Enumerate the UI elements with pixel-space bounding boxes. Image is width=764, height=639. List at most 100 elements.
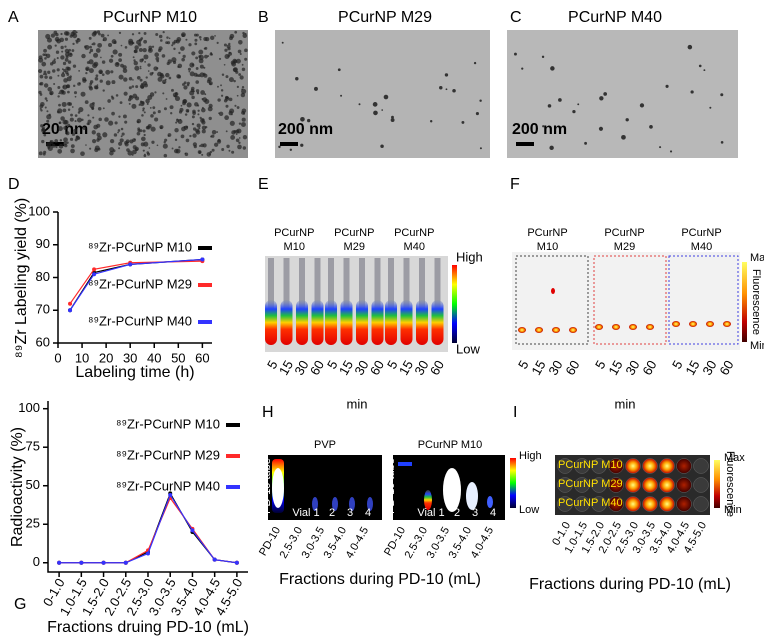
scale-bar: [46, 142, 64, 146]
particle: [373, 110, 378, 116]
particle: [176, 118, 180, 123]
point: [79, 560, 84, 565]
particle: [160, 39, 163, 42]
lane-signal: [325, 300, 337, 345]
particle: [145, 76, 148, 79]
particle: [164, 78, 167, 81]
well: [642, 458, 658, 474]
particle: [78, 107, 84, 113]
particle: [206, 79, 211, 84]
particle: [67, 90, 70, 94]
particle: [47, 70, 51, 74]
particle: [202, 143, 207, 148]
particle: [188, 43, 192, 47]
particle: [154, 91, 157, 94]
particle: [659, 146, 662, 149]
particle: [211, 129, 217, 135]
particle: [236, 106, 240, 109]
particle: [390, 118, 395, 123]
particle: [164, 138, 168, 142]
point: [234, 560, 239, 565]
lane-streak: [283, 258, 290, 328]
well: [557, 496, 573, 512]
vial-signal: [424, 490, 432, 510]
particle: [191, 122, 195, 126]
particle: [185, 108, 190, 113]
particle: [105, 80, 111, 86]
particle: [228, 97, 233, 102]
y-tick-label: 100: [18, 400, 40, 415]
x-tick-label: 60: [367, 358, 387, 378]
particle: [185, 38, 188, 41]
x-tick-label: 30: [699, 358, 719, 378]
particle: [38, 151, 43, 156]
tube-signal: [398, 462, 412, 466]
point: [123, 560, 128, 565]
particle: [152, 106, 156, 110]
colorbar-label: Min: [724, 504, 742, 516]
particle: [70, 113, 73, 117]
spot: [723, 321, 731, 327]
particle: [195, 130, 201, 135]
particle: [39, 93, 43, 96]
particle: [99, 70, 103, 75]
colorbar-label: High: [519, 450, 542, 462]
y-tick-label: 100: [28, 203, 50, 218]
particle: [78, 69, 81, 72]
x-tick-label: 40: [147, 350, 161, 365]
colorbar: [510, 458, 516, 508]
particle: [175, 121, 178, 124]
x-tick-label: 30: [411, 358, 431, 378]
particle: [144, 83, 148, 88]
particle: [54, 44, 57, 47]
particle: [211, 134, 215, 138]
particle: [124, 142, 129, 147]
particle: [171, 44, 174, 47]
well: [659, 458, 675, 474]
particle: [139, 78, 143, 82]
x-axis-title: min: [347, 396, 368, 411]
particle: [66, 101, 71, 106]
x-tick-label: 15: [336, 358, 356, 378]
particle: [120, 127, 124, 131]
particle: [53, 82, 56, 85]
particle: [186, 83, 190, 87]
particle: [203, 73, 208, 78]
x-tick-label: 50: [171, 350, 185, 365]
particle: [146, 152, 151, 156]
series-line: [69, 258, 203, 311]
particle: [143, 111, 146, 114]
particle: [139, 67, 142, 70]
particle: [475, 112, 479, 116]
particle: [56, 110, 60, 114]
particle: [65, 66, 70, 71]
particle: [97, 42, 103, 48]
particle: [135, 96, 140, 101]
particle: [134, 45, 139, 50]
well: [693, 477, 709, 493]
panel-f: F Max Fluorescence Min min: [510, 176, 764, 411]
particle: [55, 145, 58, 149]
particle: [140, 85, 145, 89]
well: [608, 477, 624, 493]
particle: [639, 103, 645, 108]
particle: [143, 54, 149, 60]
particle: [97, 135, 102, 141]
particle: [142, 109, 145, 112]
particle: [55, 50, 60, 54]
particle: [178, 110, 183, 114]
legend-label: ⁸⁹Zr-PCurNP M29: [88, 276, 192, 291]
particle: [192, 90, 195, 93]
particle: [60, 73, 66, 78]
particle: [69, 137, 74, 141]
particle: [111, 111, 115, 116]
particle: [38, 68, 43, 74]
particle: [239, 75, 244, 80]
particle: [155, 56, 160, 61]
particle: [572, 109, 576, 114]
particle: [61, 50, 64, 53]
y-tick-label: 25: [26, 516, 40, 531]
x-tick-label: 15: [605, 358, 625, 378]
point: [212, 557, 217, 562]
particle: [197, 109, 200, 112]
